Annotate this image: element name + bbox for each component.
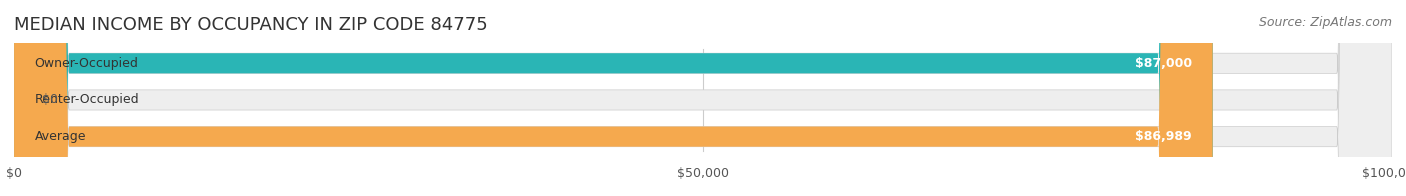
Text: MEDIAN INCOME BY OCCUPANCY IN ZIP CODE 84775: MEDIAN INCOME BY OCCUPANCY IN ZIP CODE 8… [14, 16, 488, 34]
Text: Renter-Occupied: Renter-Occupied [35, 93, 139, 106]
FancyBboxPatch shape [14, 0, 1213, 196]
FancyBboxPatch shape [14, 0, 1392, 196]
Text: Owner-Occupied: Owner-Occupied [35, 57, 139, 70]
Text: $0: $0 [42, 93, 58, 106]
Text: Source: ZipAtlas.com: Source: ZipAtlas.com [1258, 16, 1392, 29]
Text: Average: Average [35, 130, 86, 143]
FancyBboxPatch shape [14, 0, 1212, 196]
FancyBboxPatch shape [14, 0, 1392, 196]
FancyBboxPatch shape [14, 0, 1392, 196]
Text: $86,989: $86,989 [1136, 130, 1192, 143]
Text: $87,000: $87,000 [1135, 57, 1192, 70]
